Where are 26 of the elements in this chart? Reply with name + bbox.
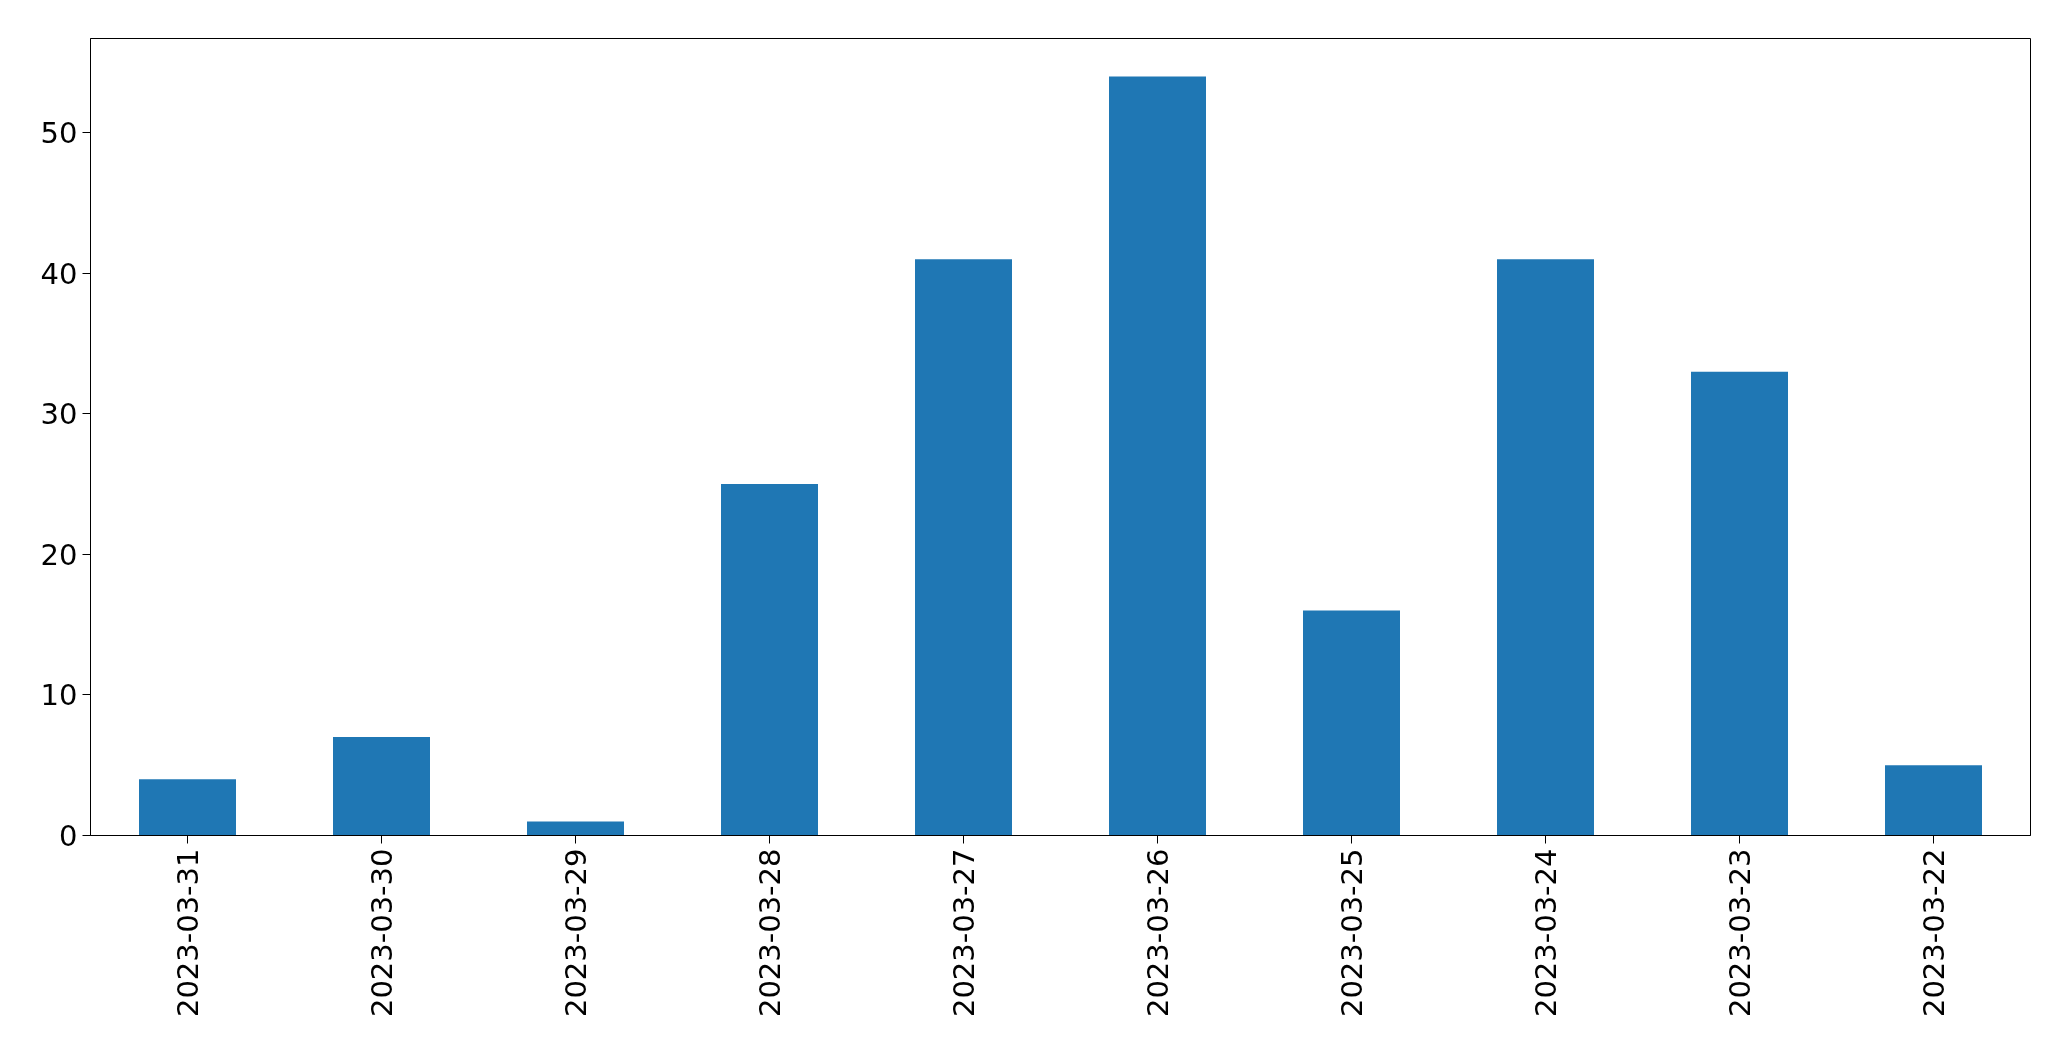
x-tick-label: 2023-03-27 — [947, 848, 981, 1018]
x-tick-label: 2023-03-30 — [365, 848, 399, 1018]
bar — [1109, 76, 1206, 836]
x-tick-label: 2023-03-23 — [1723, 848, 1757, 1018]
y-tick-label: 30 — [40, 397, 78, 432]
x-tick-label: 2023-03-26 — [1141, 848, 1175, 1018]
bar — [333, 737, 430, 836]
bar — [1691, 371, 1788, 836]
y-tick-label: 0 — [59, 819, 78, 853]
bar — [1497, 259, 1594, 836]
bar — [527, 821, 624, 836]
y-tick-label: 40 — [40, 256, 78, 291]
x-tick-label: 2023-03-29 — [559, 848, 593, 1018]
x-tick-label: 2023-03-24 — [1529, 848, 1563, 1018]
y-tick-label: 20 — [40, 537, 78, 572]
y-tick-label: 50 — [40, 116, 78, 151]
x-tick-label: 2023-03-25 — [1335, 848, 1369, 1018]
x-tick-label: 2023-03-22 — [1917, 848, 1951, 1018]
bar — [1303, 610, 1400, 836]
y-tick-label: 10 — [40, 678, 78, 713]
bar — [915, 259, 1012, 836]
bar — [139, 779, 236, 836]
x-tick-label: 2023-03-28 — [753, 848, 787, 1018]
bar — [1885, 765, 1982, 836]
bar — [721, 484, 818, 836]
x-tick-label: 2023-03-31 — [171, 848, 205, 1018]
